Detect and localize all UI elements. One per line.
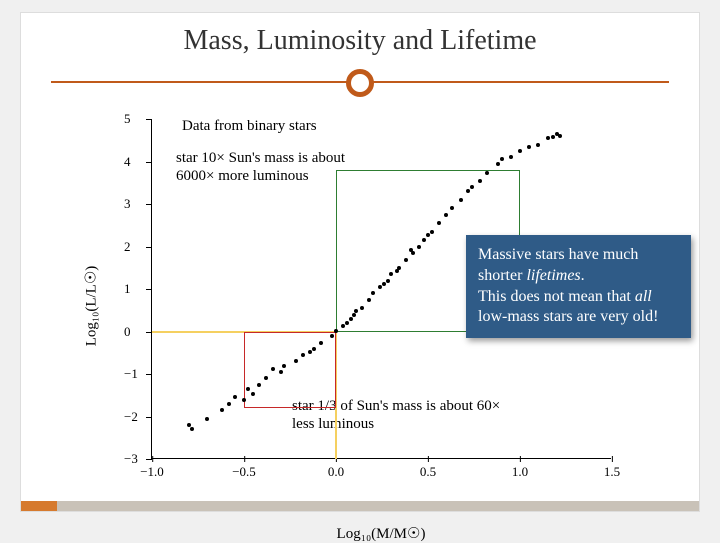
data-point [360, 306, 364, 310]
data-point [301, 353, 305, 357]
x-tick: 1.0 [512, 464, 528, 480]
data-point [389, 272, 393, 276]
data-point [485, 171, 489, 175]
x-tick: 1.5 [604, 464, 620, 480]
slide: Mass, Luminosity and Lifetime Log₁₀(L/L☉… [20, 12, 700, 512]
data-point [354, 309, 358, 313]
data-point [271, 367, 275, 371]
data-point [496, 162, 500, 166]
x-tick: −1.0 [140, 464, 164, 480]
data-point [319, 341, 323, 345]
y-tick: 5 [124, 111, 131, 127]
data-point [558, 134, 562, 138]
y-tick: 0 [124, 324, 131, 340]
data-point [334, 329, 338, 333]
data-point [395, 269, 399, 273]
data-point [478, 179, 482, 183]
data-point [246, 387, 250, 391]
data-point [459, 198, 463, 202]
data-point [404, 258, 408, 262]
data-point [518, 149, 522, 153]
data-point [437, 221, 441, 225]
data-point [367, 298, 371, 302]
data-point [294, 359, 298, 363]
footer-bar [21, 501, 699, 511]
data-point [308, 350, 312, 354]
data-point [349, 317, 353, 321]
callout-box: Massive stars have much shorter lifetime… [466, 235, 691, 338]
data-point [382, 282, 386, 286]
data-point [378, 285, 382, 289]
y-tick: −1 [124, 366, 138, 382]
data-point [546, 136, 550, 140]
data-point [187, 423, 191, 427]
y-tick: 3 [124, 196, 131, 212]
title-circle-icon [346, 69, 374, 97]
y-tick: −2 [124, 409, 138, 425]
data-point [466, 189, 470, 193]
annotation-data-source: Data from binary stars [182, 117, 317, 135]
y-tick: −3 [124, 451, 138, 467]
data-point [409, 248, 413, 252]
data-point [227, 402, 231, 406]
data-point [257, 383, 261, 387]
data-point [205, 417, 209, 421]
data-point [470, 185, 474, 189]
data-point [279, 370, 283, 374]
annotation-ten-sun: star 10× Sun's mass is about 6000× more … [176, 149, 351, 185]
data-point [500, 157, 504, 161]
data-point [220, 408, 224, 412]
data-point [190, 427, 194, 431]
data-point [417, 245, 421, 249]
y-axis-label: Log₁₀(L/L☉) [82, 266, 101, 347]
data-point [509, 155, 513, 159]
y-tick: 4 [124, 154, 131, 170]
page-title: Mass, Luminosity and Lifetime [21, 13, 699, 57]
y-tick: 1 [124, 281, 131, 297]
data-point [341, 324, 345, 328]
title-area: Mass, Luminosity and Lifetime [21, 13, 699, 91]
data-point [242, 398, 246, 402]
x-tick: −0.5 [232, 464, 256, 480]
x-tick: 0.5 [420, 464, 436, 480]
data-point [330, 334, 334, 338]
data-point [345, 321, 349, 325]
data-point [450, 206, 454, 210]
data-point [426, 233, 430, 237]
data-point [430, 230, 434, 234]
data-point [527, 145, 531, 149]
y-tick: 2 [124, 239, 131, 255]
data-point [386, 279, 390, 283]
data-point [422, 238, 426, 242]
data-point [233, 395, 237, 399]
data-point [352, 313, 356, 317]
data-point [264, 376, 268, 380]
data-point [312, 347, 316, 351]
data-point [282, 364, 286, 368]
x-axis-label: Log₁₀(M/M☉) [337, 524, 426, 543]
data-point [251, 392, 255, 396]
data-point [536, 143, 540, 147]
data-point [444, 213, 448, 217]
data-point [371, 291, 375, 295]
data-point [551, 135, 555, 139]
x-tick: 0.0 [328, 464, 344, 480]
